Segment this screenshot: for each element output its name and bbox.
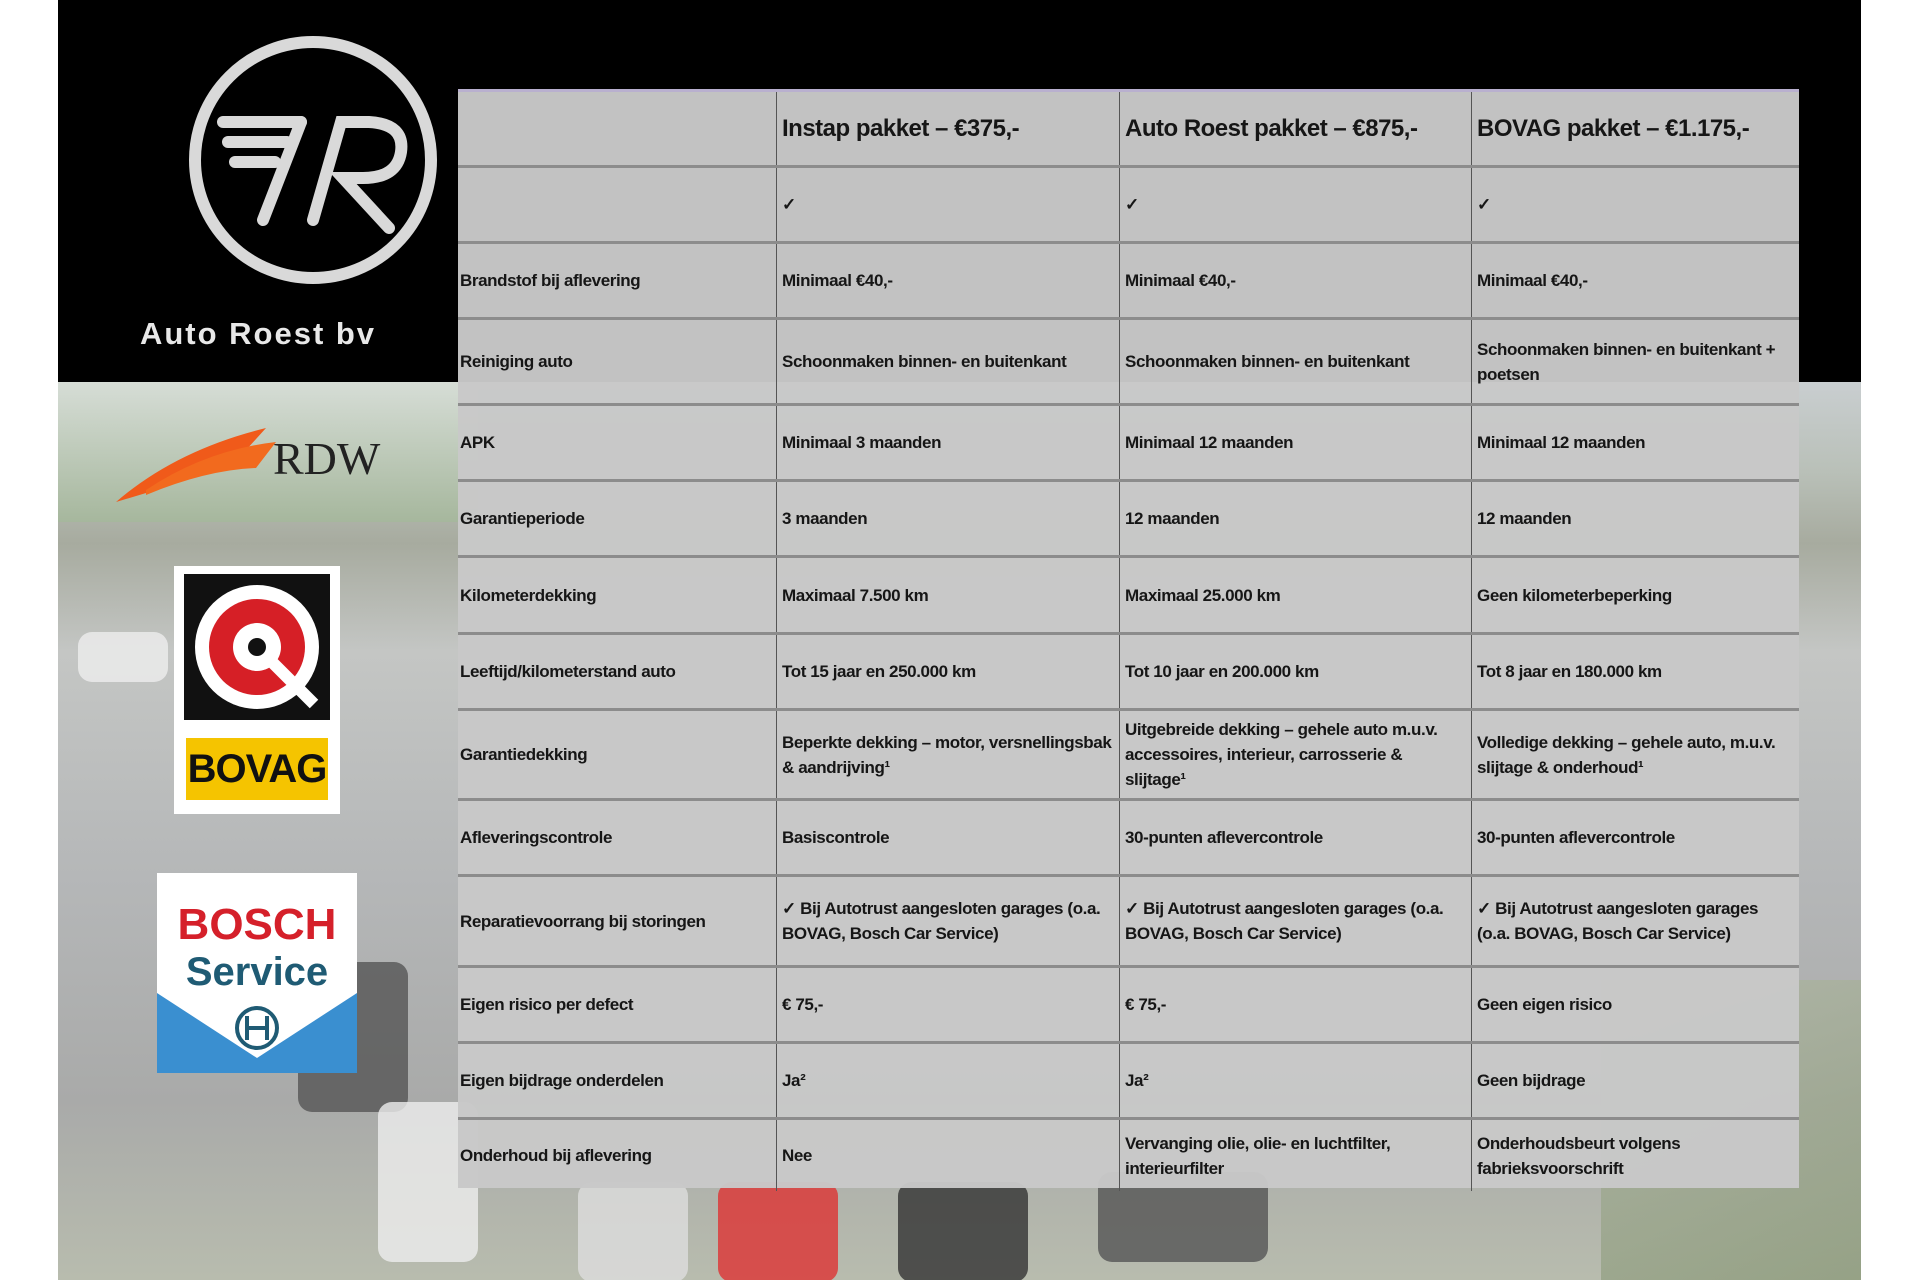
row-label: Brandstof bij aflevering [460,271,641,290]
table-cell: Ja² [776,1044,1119,1117]
rdw-logo-icon [116,428,276,502]
table-cell: ✓ Bij Autotrust aangesloten garages (o.a… [776,877,1119,965]
table-row: Leeftijd/kilometerstand auto Tot 15 jaar … [458,635,1799,711]
table-cell: 12 maanden [1119,482,1471,555]
row-label: Eigen risico per defect [460,995,634,1014]
column-header: Auto Roest pakket – €875,- [1119,92,1471,165]
table-cell: Minimaal €40,- [776,244,1119,317]
row-label: APK [460,433,495,452]
table-cell: ✓ [776,168,1119,241]
row-label: Leeftijd/kilometerstand auto [460,662,676,681]
table-row: Reiniging auto Schoonmaken binnen- en bui… [458,320,1799,406]
table-cell: Schoonmaken binnen- en buitenkant + poet… [1471,320,1799,403]
table-cell: Basiscontrole [776,801,1119,874]
row-label: Garantiedekking [460,745,588,764]
table-cell: Beperkte dekking – motor, versnellingsba… [776,711,1119,798]
table-row: Reparatievoorrang bij storingen ✓ Bij Aut… [458,877,1799,968]
table-row: Garantiedekking Beperkte dekking – motor,… [458,711,1799,801]
table-row: Onderhoud bij aflevering Nee Vervanging ol… [458,1120,1799,1191]
table-cell: ✓ [1471,168,1799,241]
row-label: Garantieperiode [460,509,585,528]
table-cell: Vervanging olie, olie- en luchtfilter, i… [1119,1120,1471,1191]
table-row: Garantieperiode 3 maanden 12 maanden 12 maa… [458,482,1799,558]
table-cell: ✓ Bij Autotrust aangesloten garages (o.a… [1119,877,1471,965]
bosch-logo-text: BOSCH [177,900,337,949]
row-label: Onderhoud bij aflevering [460,1146,652,1165]
poster: Auto Roest bv RDW BOVAG BOSCH Service In… [58,0,1861,1280]
table-cell: Ja² [1119,1044,1471,1117]
table-cell: Minimaal €40,- [1119,244,1471,317]
table-cell: Tot 8 jaar en 180.000 km [1471,635,1799,708]
row-label: Eigen bijdrage onderdelen [460,1071,664,1090]
bovag-logo-text: BOVAG [186,738,328,800]
table-row: APK Minimaal 3 maanden Minimaal 12 maanden… [458,406,1799,482]
table-cell: 30-punten aflevercontrole [1119,801,1471,874]
table-cell: Geen kilometerbeperking [1471,558,1799,632]
car-shape [898,1182,1028,1280]
table-cell: Geen eigen risico [1471,968,1799,1041]
table-cell: € 75,- [1119,968,1471,1041]
table-cell: € 75,- [776,968,1119,1041]
table-cell: Uitgebreide dekking – gehele auto m.u.v.… [1119,711,1471,798]
rdw-logo-text: RDW [273,433,381,484]
row-label: Kilometerdekking [460,585,597,605]
car-shape [78,632,168,682]
column-header: BOVAG pakket – €1.175,- [1471,92,1799,165]
table-row: ✓ ✓ ✓ [458,168,1799,244]
table-cell: Minimaal 3 maanden [776,406,1119,479]
table-cell: Tot 10 jaar en 200.000 km [1119,635,1471,708]
table-header-row: Instap pakket – €375,- Auto Roest pakket … [458,92,1799,168]
auto-roest-logo-icon [189,36,437,284]
row-label: Afleveringscontrole [460,828,613,847]
car-shape [578,1182,688,1280]
table-cell: Schoonmaken binnen- en buitenkant [776,320,1119,403]
table-cell: Onderhoudsbeurt volgens fabrieksvoorschr… [1471,1120,1799,1191]
bovag-logo: BOVAG [174,566,340,814]
table-row: Afleveringscontrole Basiscontrole 30-punte… [458,801,1799,877]
table-cell: 30-punten aflevercontrole [1471,801,1799,874]
table-cell: ✓ Bij Autotrust aangesloten garages (o.a… [1471,877,1799,965]
row-label: Reiniging auto [460,352,573,371]
bosch-service-text: Service [185,950,329,994]
car-shape [718,1182,838,1280]
bosch-service-logo-icon [157,873,357,1073]
table-cell: Maximaal 7.500 km [776,558,1119,632]
table-cell: ✓ [1119,168,1471,241]
table-cell: Geen bijdrage [1471,1044,1799,1117]
table-cell: Tot 15 jaar en 250.000 km [776,635,1119,708]
table-cell: 12 maanden [1471,482,1799,555]
table-cell: Maximaal 25.000 km [1119,558,1471,632]
header-cell-empty [458,92,776,165]
table-row: Kilometerdekking Maximaal 7.500 km Maximaa… [458,558,1799,635]
brand-name: Auto Roest bv [139,316,377,351]
table-cell: Nee [776,1120,1119,1191]
table-row: Eigen bijdrage onderdelen Ja² Ja² Geen bijd… [458,1044,1799,1120]
table-cell: Minimaal 12 maanden [1119,406,1471,479]
table-row: Brandstof bij aflevering Minimaal €40,- Mi… [458,244,1799,320]
table-cell: Minimaal €40,- [1471,244,1799,317]
row-label [458,168,776,241]
table-cell: Schoonmaken binnen- en buitenkant [1119,320,1471,403]
column-header: Instap pakket – €375,- [776,92,1119,165]
table-cell: 3 maanden [776,482,1119,555]
package-comparison-table: Instap pakket – €375,- Auto Roest pakket … [458,89,1799,1191]
table-cell: Volledige dekking – gehele auto, m.u.v. … [1471,711,1799,798]
table-row: Eigen risico per defect € 75,- € 75,- Geen … [458,968,1799,1044]
table-cell: Minimaal 12 maanden [1471,406,1799,479]
row-label: Reparatievoorrang bij storingen [460,911,706,931]
bovag-logo-icon [184,574,330,720]
